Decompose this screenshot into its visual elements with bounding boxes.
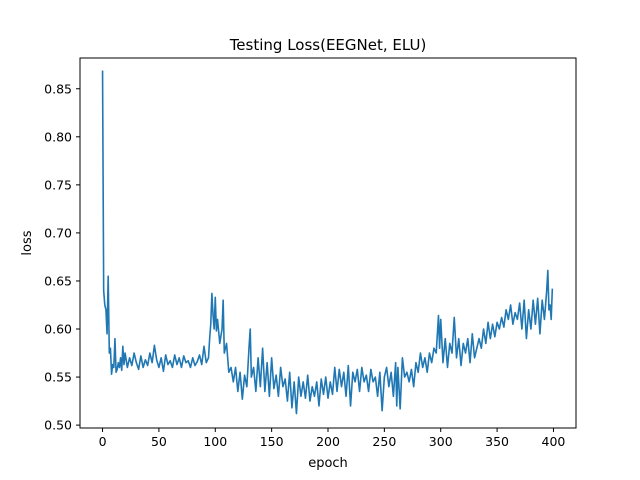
x-tick-label: 350: [485, 434, 509, 449]
x-tick-label: 150: [260, 434, 284, 449]
y-axis-label: loss: [20, 230, 35, 255]
axes-frame: [79, 57, 577, 429]
y-axis-ticks: 0.50 0.55 0.60 0.65 0.70 0.75 0.80 0.85: [44, 81, 80, 433]
y-tick-label: 0.75: [44, 177, 72, 192]
x-tick-label: 200: [316, 434, 340, 449]
x-tick-label: 300: [429, 434, 453, 449]
y-tick-label: 0.55: [44, 370, 72, 385]
y-tick-label: 0.80: [44, 129, 72, 144]
plot-area: [101, 70, 554, 415]
x-tick-label: 250: [372, 434, 396, 449]
x-axis-ticks: 0 50 100 150 200 250 300 350 400: [99, 428, 566, 449]
y-tick-label: 0.50: [44, 418, 72, 433]
x-tick-label: 50: [151, 434, 167, 449]
x-tick-label: 0: [99, 434, 107, 449]
x-axis-label: epoch: [308, 456, 348, 471]
chart-title: Testing Loss(EEGNet, ELU): [229, 36, 427, 54]
y-tick-label: 0.60: [44, 322, 72, 337]
x-tick-label: 100: [203, 434, 227, 449]
y-tick-label: 0.85: [44, 81, 72, 96]
y-tick-label: 0.65: [44, 273, 72, 288]
loss-series-line: [101, 70, 554, 415]
x-tick-label: 400: [542, 434, 566, 449]
y-tick-label: 0.70: [44, 225, 72, 240]
